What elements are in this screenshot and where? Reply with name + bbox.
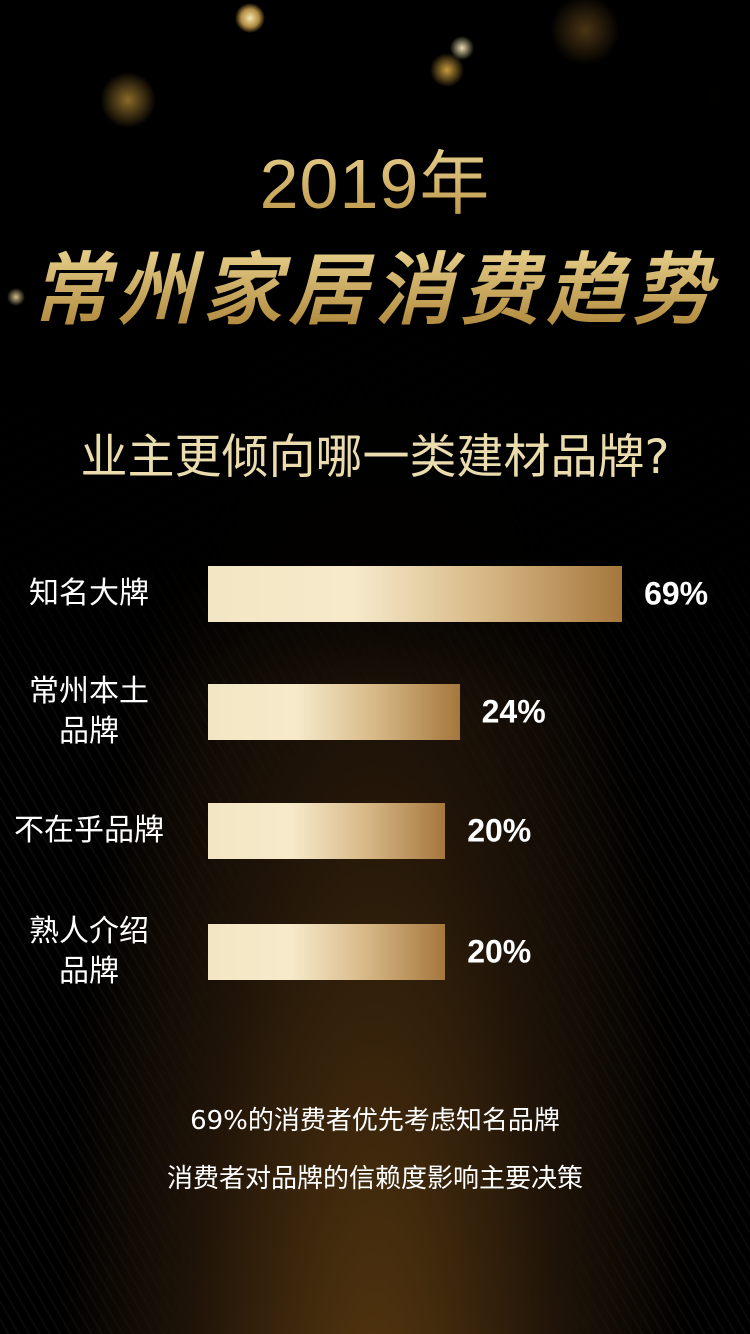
value-label: 69%	[644, 575, 709, 612]
bar	[208, 566, 623, 622]
category-label-line: 不在乎品牌	[14, 813, 164, 848]
bar-row: 知名大牌 69%	[0, 566, 750, 622]
category-label-line: 常州本土	[29, 674, 149, 709]
category-label: 常州本土 品牌	[0, 672, 184, 752]
category-label: 不在乎品牌	[0, 811, 184, 851]
category-label-line: 品牌	[59, 714, 119, 749]
chart-title: 业主更倾向哪一类建材品牌?	[80, 430, 670, 485]
title-main: 常州家居消费趋势	[0, 228, 750, 340]
value-label: 20%	[467, 812, 532, 849]
category-label-line: 知名大牌	[29, 576, 149, 611]
note-line-1: 69%的消费者优先考虑知名品牌	[190, 1106, 560, 1136]
value-label: 24%	[481, 693, 546, 730]
bar-row: 熟人介绍品牌 20%	[0, 914, 750, 989]
bar	[208, 803, 446, 859]
title-year: 2019年	[0, 128, 750, 229]
value-label: 20%	[467, 933, 532, 970]
note-line-2: 消费者对品牌的信赖度影响主要决策	[166, 1164, 583, 1194]
bar	[208, 684, 460, 740]
bar-row: 常州本土品牌 24%	[0, 674, 750, 749]
category-label: 知名大牌	[0, 574, 184, 614]
bar-row: 不在乎品牌 20%	[0, 803, 750, 859]
category-label-line: 品牌	[59, 954, 119, 989]
bar	[208, 924, 446, 980]
category-label: 熟人介绍 品牌	[0, 912, 184, 992]
category-label-line: 熟人介绍	[29, 914, 149, 949]
